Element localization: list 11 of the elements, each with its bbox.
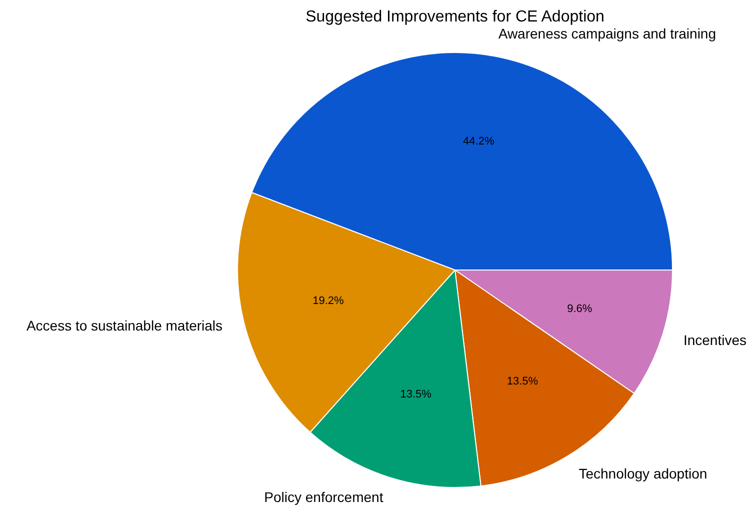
data-label: 19.2% bbox=[312, 294, 344, 307]
slice-label: Awareness campaigns and training bbox=[498, 26, 716, 42]
data-label: 44.2% bbox=[463, 136, 494, 148]
slice-label: Policy enforcement bbox=[264, 489, 384, 506]
data-label: 9.6% bbox=[567, 302, 592, 315]
data-label: 13.5% bbox=[506, 376, 538, 388]
chart-title: Suggested Improvements for CE Adoption bbox=[306, 8, 604, 26]
slice-label: Incentives bbox=[683, 332, 746, 348]
slice-label: Technology adoption bbox=[578, 466, 708, 482]
data-label: 13.5% bbox=[400, 388, 432, 401]
slice-label: Access to sustainable materials bbox=[26, 317, 223, 334]
